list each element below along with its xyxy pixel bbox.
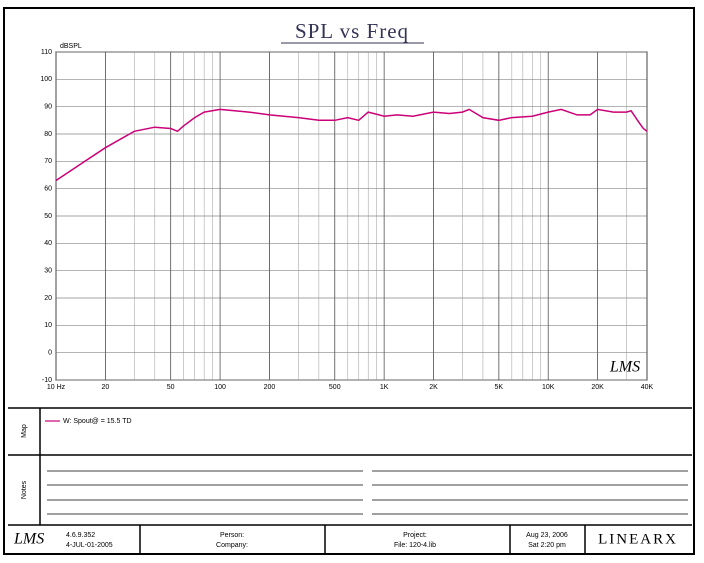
y-tick-label: 60 [44,186,52,193]
plot-logo: LMS [609,359,640,376]
y-tick-label: 90 [44,104,52,111]
y-tick-label: 40 [44,240,52,247]
project: Project: [403,532,427,539]
y-tick-label: 50 [44,213,52,220]
x-tick-label: 100 [214,384,226,391]
y-tick-label: 0 [48,350,52,357]
footer: LMS 4.6.9.352 4-JUL-01-2005 Person: Comp… [13,525,678,553]
x-tick-label: 1K [380,384,389,391]
y-tick-label: 30 [44,268,52,275]
x-tick-label: 50 [167,384,175,391]
build: 4-JUL-01-2005 [66,542,113,549]
legend-entry: W: Spout@ = 15.5 TD [63,418,132,425]
x-tick-label: 5K [495,384,504,391]
person: Person: [220,532,244,539]
brand: LINEARX [598,531,678,547]
company: Company: [216,542,248,549]
note-lines [47,470,688,515]
y-tick-label: 20 [44,295,52,302]
y-tick-label: 10 [44,322,52,329]
x-tick-label: 40K [641,384,654,391]
y-tick-label: 110 [41,49,52,56]
notes-label: Notes [21,480,28,499]
file: File: 120-4.lib [394,542,436,549]
map-label: Map [21,424,28,438]
x-tick-label: 20K [591,384,604,391]
series-line [55,108,648,182]
x-tick-label: 20 [101,384,109,391]
y-tick-label: 100 [40,76,52,83]
x-tick-label: 200 [264,384,276,391]
y-tick-label: 70 [44,158,52,165]
x-tick-label: 500 [329,384,341,391]
x-tick-label: 10K [542,384,555,391]
chart-title: SPL vs Freq [295,19,409,43]
version: 4.6.9.352 [66,532,95,539]
time: Sat 2:20 pm [528,542,566,549]
x-tick-label: 2K [429,384,438,391]
y-tick-label: 80 [44,131,52,138]
x-tick-label: 10 Hz [47,384,66,391]
date: Aug 23, 2006 [526,532,568,539]
y-axis-label: dBSPL [60,43,82,50]
y-tick-label: -10 [42,377,52,384]
footer-logo: LMS [13,531,44,548]
